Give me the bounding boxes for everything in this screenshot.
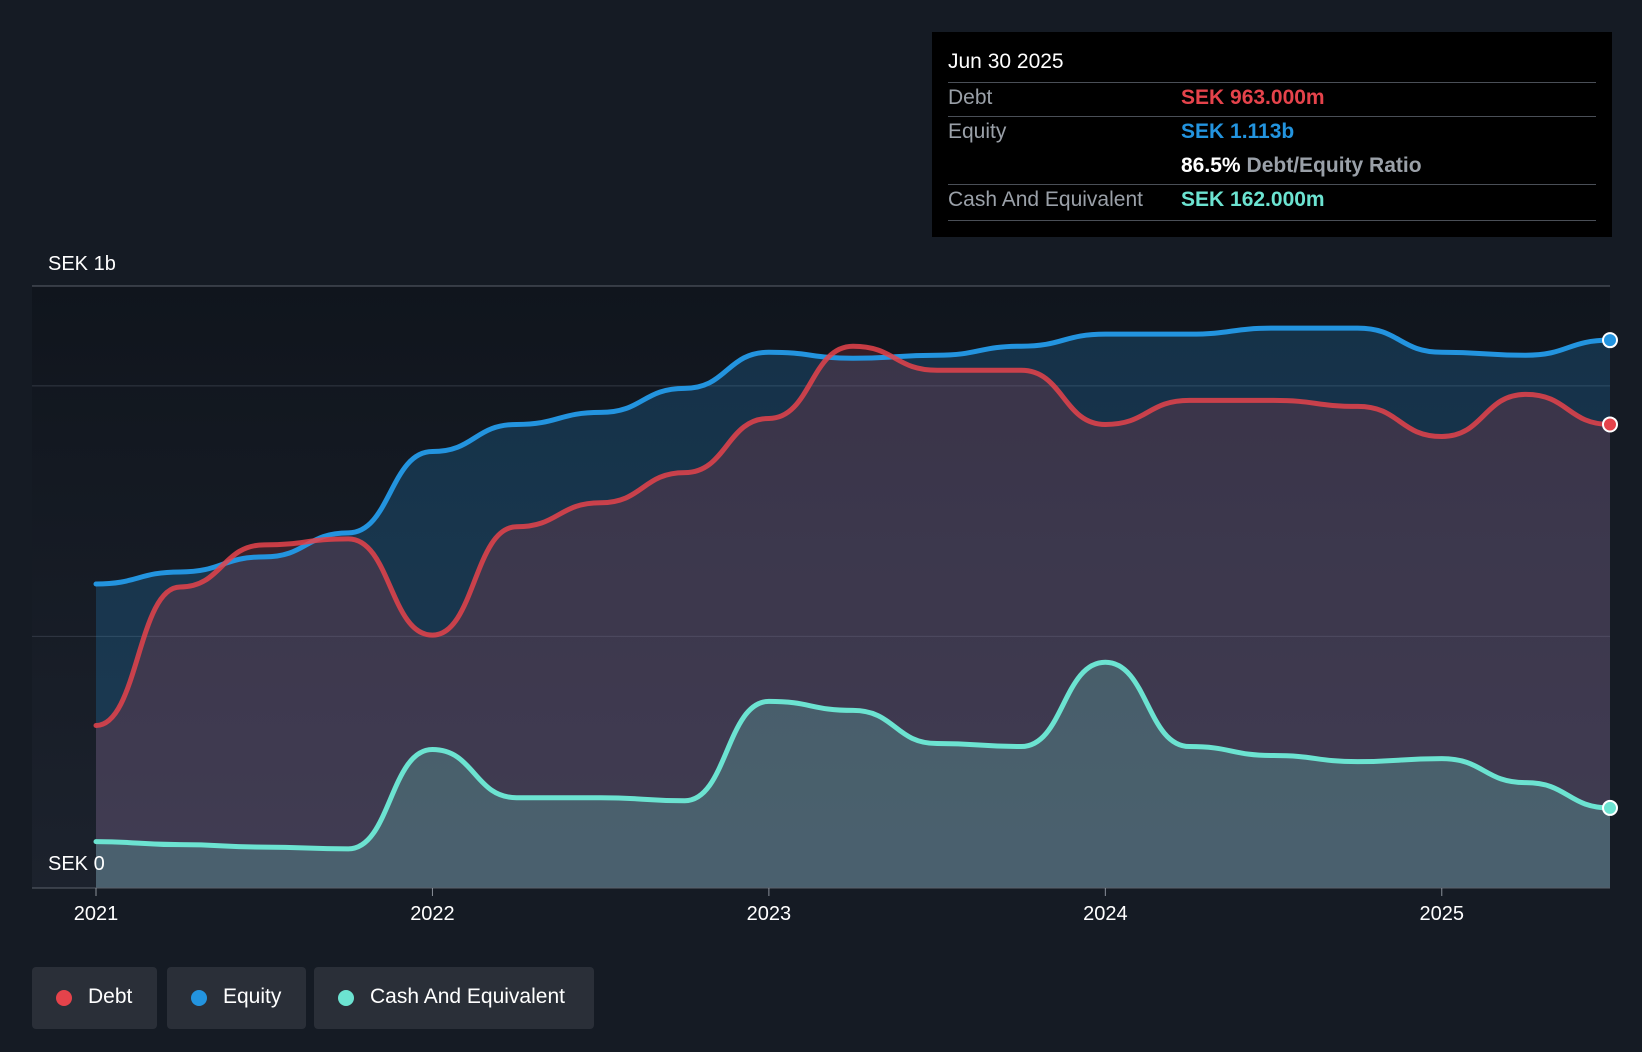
- legend-label-debt: Debt: [88, 985, 133, 1008]
- debt-line: [93, 343, 1613, 728]
- cash-and-equivalent-end-marker: [1602, 799, 1618, 816]
- equity-dot-icon: [191, 990, 207, 1006]
- equity-line: [93, 325, 1613, 587]
- x-tick-label: 2025: [1420, 903, 1465, 925]
- x-tick-label: 2022: [410, 903, 455, 925]
- end-markers: [1602, 332, 1618, 816]
- equity-end-marker: [1602, 332, 1618, 349]
- debt-dot-icon: [56, 990, 72, 1006]
- x-tick-label: 2021: [74, 903, 119, 925]
- legend-label-equity: Equity: [223, 985, 282, 1008]
- tooltip-row-ratio: 86.5% Debt/Equity Ratio: [948, 154, 1596, 184]
- debt-end-marker: [1602, 416, 1618, 433]
- legend-item-debt[interactable]: Debt: [32, 967, 157, 1029]
- equity-area: [96, 328, 1610, 888]
- ratio-value: 86.5%: [1181, 154, 1241, 177]
- cash-dot-icon: [338, 990, 354, 1006]
- tooltip-divider: [948, 220, 1596, 221]
- y-tick-label-top: SEK 1b: [48, 253, 116, 275]
- tooltip-row-equity: Equity SEK 1.113b: [948, 120, 1596, 150]
- cash-and-equivalent-area: [96, 662, 1610, 888]
- tooltip-divider: [948, 184, 1596, 185]
- tooltip-divider: [948, 116, 1596, 117]
- y-tick-label-bottom: SEK 0: [48, 853, 105, 875]
- tooltip-row-debt: Debt SEK 963.000m: [948, 86, 1596, 116]
- ratio-label: Debt/Equity Ratio: [1246, 154, 1422, 177]
- tooltip-equity-label: Equity: [948, 120, 1007, 143]
- tooltip-cash-value: SEK 162.000m: [1181, 188, 1325, 211]
- x-tick-label: 2024: [1083, 903, 1128, 925]
- grid-lines: [32, 285, 1610, 637]
- legend-item-cash[interactable]: Cash And Equivalent: [314, 967, 594, 1029]
- tooltip-debt-label: Debt: [948, 86, 993, 109]
- tooltip-date: Jun 30 2025: [948, 50, 1064, 73]
- legend-label-cash: Cash And Equivalent: [370, 985, 565, 1008]
- tooltip-row-cash: Cash And Equivalent SEK 162.000m: [948, 188, 1596, 218]
- tooltip-divider: [948, 82, 1596, 83]
- cash-and-equivalent-line: [93, 659, 1613, 852]
- x-axis: 2021 2022 2023 2024 2025: [32, 887, 1610, 925]
- tooltip-debt-value: SEK 963.000m: [1181, 86, 1325, 109]
- tooltip-equity-value: SEK 1.113b: [1181, 120, 1295, 143]
- x-tick-label: 2023: [747, 903, 792, 925]
- tooltip-ratio: 86.5% Debt/Equity Ratio: [1181, 154, 1422, 178]
- legend-item-equity[interactable]: Equity: [167, 967, 306, 1029]
- tooltip-cash-label: Cash And Equivalent: [948, 188, 1143, 211]
- data-tooltip: Jun 30 2025 Debt SEK 963.000m Equity SEK…: [932, 32, 1612, 237]
- series-lines: [93, 325, 1613, 852]
